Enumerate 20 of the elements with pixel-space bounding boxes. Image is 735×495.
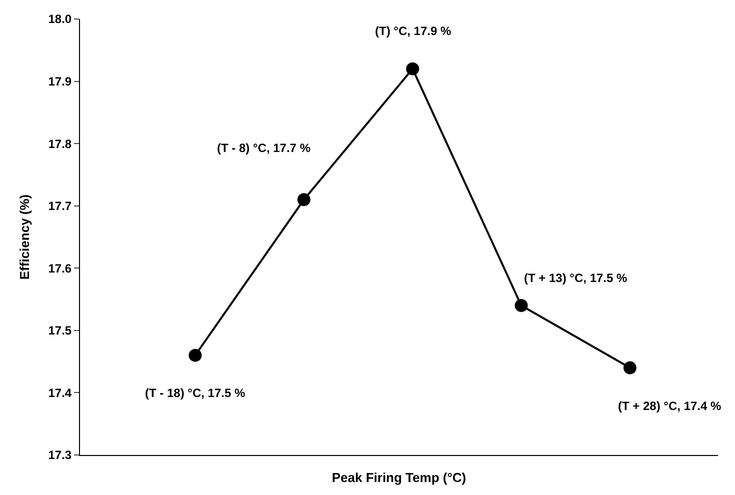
y-tick-label: 17.7 xyxy=(48,199,72,214)
y-tick-label: 17.3 xyxy=(48,448,72,462)
annotation: (T + 13) °C, 17.5 % xyxy=(524,271,628,285)
point xyxy=(514,299,528,312)
annotation: (T + 28) °C, 17.4 % xyxy=(618,399,722,413)
y-tick-label: 17.6 xyxy=(48,261,72,276)
point xyxy=(406,62,420,76)
y-tick-label: 17.4 xyxy=(48,386,72,400)
annotation: (T) °C, 17.9 % xyxy=(375,24,452,38)
annotation: (T - 18) °C, 17.5 % xyxy=(145,386,246,400)
x-axis-title: Peak Firing Temp (°C) xyxy=(332,470,466,485)
point xyxy=(623,361,636,374)
point xyxy=(188,348,202,362)
y-tick-label: 18.0 xyxy=(48,12,72,26)
y-tick-label: 17.5 xyxy=(48,324,72,338)
y-axis-title: Efficiency (%) xyxy=(17,194,32,280)
y-tick-label: 17.8 xyxy=(48,136,72,151)
point xyxy=(297,193,310,206)
y-tick-label: 17.9 xyxy=(48,74,72,88)
annotation: (T - 8) °C, 17.7 % xyxy=(217,141,311,155)
